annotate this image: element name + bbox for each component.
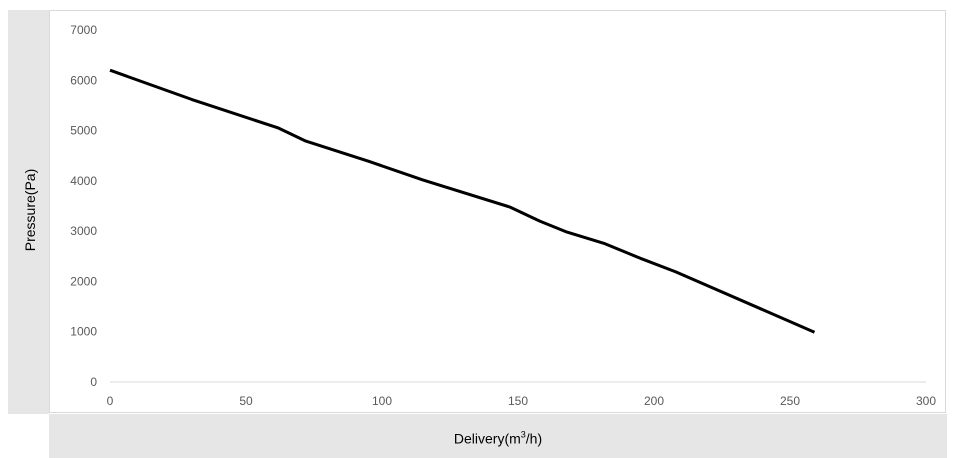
x-axis-label-prefix: Delivery(m: [453, 430, 521, 447]
y-tick-label: 3000: [70, 224, 97, 238]
x-tick-label: 250: [780, 394, 800, 408]
y-tick-label: 5000: [70, 124, 97, 138]
y-tick-label: 7000: [70, 23, 97, 37]
y-tick-label: 2000: [70, 274, 97, 288]
x-axis-label-exponent: 3: [520, 429, 526, 440]
y-tick-label: 0: [90, 375, 97, 389]
series-line: [109, 68, 816, 334]
y-tick-label: 6000: [70, 73, 97, 87]
x-tick-label: 0: [107, 394, 114, 408]
x-tick-label: 200: [644, 394, 664, 408]
x-tick-label: 50: [239, 394, 253, 408]
x-axis-label: Delivery(m3/h): [454, 430, 542, 447]
x-axis-label-suffix: /h): [525, 430, 543, 447]
x-tick-label: 150: [508, 394, 528, 408]
plot-area: [49, 10, 946, 413]
y-tick-label: 1000: [70, 325, 97, 339]
x-tick-label: 300: [916, 394, 936, 408]
y-axis-label-band: [8, 10, 49, 414]
x-tick-label: 100: [372, 394, 392, 408]
y-tick-label: 4000: [70, 174, 97, 188]
x-axis-label-band: [49, 414, 947, 458]
